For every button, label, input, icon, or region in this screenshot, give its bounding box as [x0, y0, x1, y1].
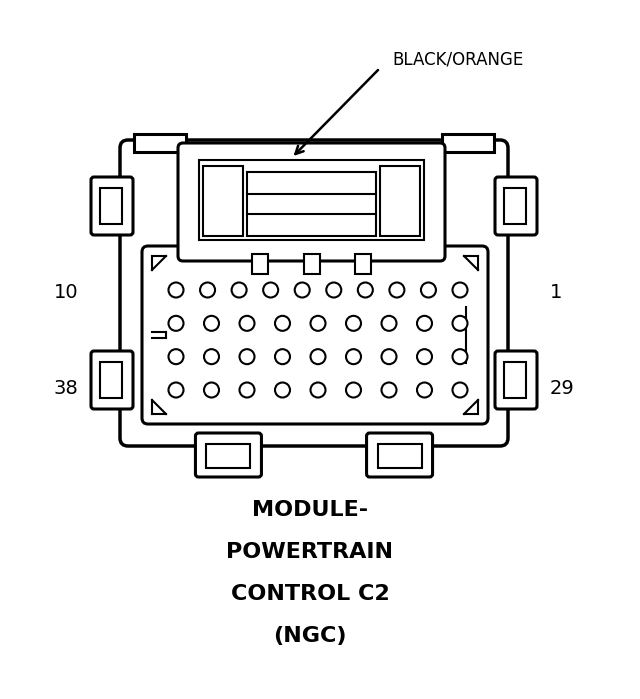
Bar [100, 362, 122, 398]
Circle shape [310, 350, 326, 364]
Circle shape [239, 316, 255, 331]
Bar [380, 166, 420, 236]
Polygon shape [464, 256, 478, 270]
Polygon shape [152, 256, 166, 270]
Circle shape [275, 316, 290, 331]
Circle shape [417, 316, 432, 331]
FancyBboxPatch shape [178, 143, 445, 261]
FancyBboxPatch shape [142, 246, 488, 424]
Bar [100, 188, 122, 224]
FancyBboxPatch shape [120, 140, 508, 446]
Bar [504, 362, 526, 398]
FancyBboxPatch shape [495, 177, 537, 235]
Bar [378, 444, 422, 468]
FancyBboxPatch shape [195, 433, 262, 477]
Polygon shape [464, 400, 478, 414]
Text: 10: 10 [53, 282, 78, 301]
Text: BLACK/ORANGE: BLACK/ORANGE [392, 51, 524, 69]
Text: 29: 29 [550, 378, 575, 398]
Text: 1: 1 [550, 282, 563, 301]
Circle shape [232, 282, 246, 298]
Text: MODULE-: MODULE- [252, 500, 368, 520]
Text: POWERTRAIN: POWERTRAIN [227, 542, 394, 562]
Circle shape [204, 350, 219, 364]
Circle shape [239, 382, 255, 398]
Circle shape [452, 350, 467, 364]
Bar [247, 172, 376, 236]
Circle shape [168, 350, 184, 364]
Circle shape [310, 316, 326, 331]
Circle shape [200, 282, 215, 298]
Text: 38: 38 [53, 378, 78, 398]
Circle shape [381, 382, 397, 398]
FancyBboxPatch shape [91, 177, 133, 235]
Bar [303, 254, 319, 274]
Circle shape [263, 282, 278, 298]
Bar [252, 254, 268, 274]
Bar [207, 444, 250, 468]
Circle shape [310, 382, 326, 398]
Circle shape [275, 350, 290, 364]
Bar [199, 160, 424, 240]
Circle shape [168, 282, 184, 298]
Bar [203, 166, 243, 236]
Circle shape [452, 382, 467, 398]
Circle shape [346, 316, 361, 331]
Text: (NGC): (NGC) [273, 626, 347, 646]
Circle shape [452, 282, 467, 298]
Circle shape [389, 282, 404, 298]
Circle shape [346, 382, 361, 398]
Circle shape [452, 316, 467, 331]
FancyBboxPatch shape [367, 433, 433, 477]
Circle shape [417, 382, 432, 398]
Circle shape [346, 350, 361, 364]
Text: CONTROL C2: CONTROL C2 [230, 584, 389, 604]
Circle shape [358, 282, 373, 298]
Circle shape [275, 382, 290, 398]
Circle shape [168, 316, 184, 331]
FancyBboxPatch shape [495, 351, 537, 409]
Bar [504, 188, 526, 224]
Circle shape [239, 350, 255, 364]
Circle shape [204, 316, 219, 331]
Bar [355, 254, 371, 274]
Polygon shape [152, 400, 166, 414]
Circle shape [381, 350, 397, 364]
Circle shape [326, 282, 341, 298]
Circle shape [168, 382, 184, 398]
Bar [134, 134, 186, 152]
Circle shape [421, 282, 436, 298]
Circle shape [295, 282, 310, 298]
Circle shape [417, 350, 432, 364]
Bar [442, 134, 494, 152]
Circle shape [381, 316, 397, 331]
FancyBboxPatch shape [91, 351, 133, 409]
Circle shape [204, 382, 219, 398]
